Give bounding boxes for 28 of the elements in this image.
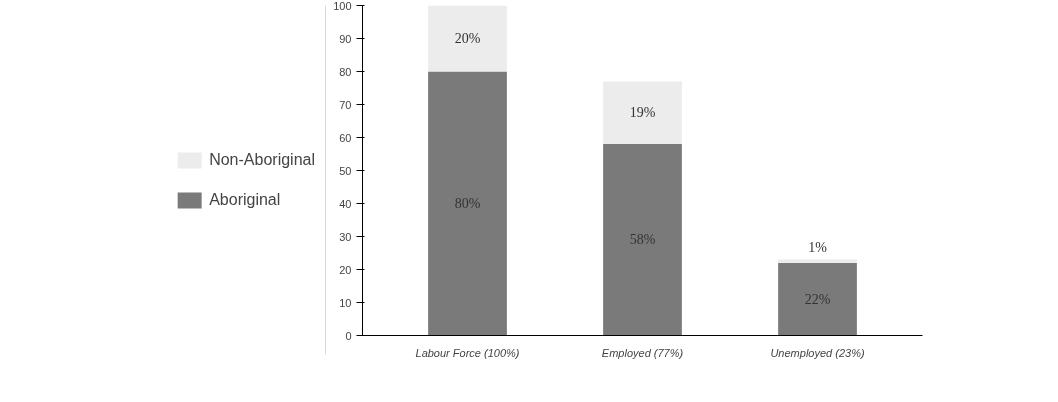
y-tick-label: 50 bbox=[339, 164, 352, 177]
x-tick-label: Unemployed (23%) bbox=[770, 346, 865, 359]
bar bbox=[603, 144, 682, 336]
data-label: 1% bbox=[808, 240, 828, 256]
bar bbox=[603, 81, 682, 145]
data-label: 22% bbox=[804, 291, 831, 307]
y-tick-label: 100 bbox=[333, 0, 352, 12]
y-tick-label: 80 bbox=[339, 65, 352, 78]
y-tick-label: 90 bbox=[339, 32, 352, 45]
data-label: 80% bbox=[454, 196, 481, 211]
x-tick-label: Labour Force (100%) bbox=[415, 346, 520, 359]
y-tick-label: 60 bbox=[339, 131, 352, 144]
bar bbox=[778, 259, 857, 263]
legend-label: Non-Aboriginal bbox=[209, 150, 315, 169]
bar bbox=[778, 262, 857, 336]
y-tick-label: 70 bbox=[339, 98, 352, 111]
bar bbox=[428, 5, 507, 72]
x-tick-label: Employed (77%) bbox=[601, 346, 684, 359]
data-label: 20% bbox=[454, 31, 481, 46]
data-label: 19% bbox=[629, 105, 656, 121]
legend-label: Aboriginal bbox=[209, 190, 281, 209]
data-label: 58% bbox=[629, 232, 656, 248]
y-tick-label: 20 bbox=[339, 263, 352, 276]
y-tick-label: 10 bbox=[339, 296, 352, 309]
y-tick-label: 30 bbox=[339, 230, 352, 243]
y-tick-label: 0 bbox=[345, 329, 352, 342]
y-tick-label: 40 bbox=[339, 197, 352, 210]
bar bbox=[428, 71, 507, 336]
